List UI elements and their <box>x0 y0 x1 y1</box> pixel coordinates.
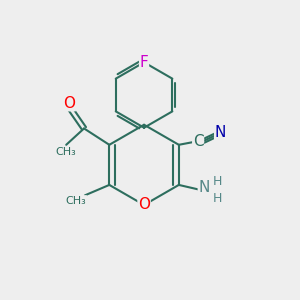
Text: CH₃: CH₃ <box>55 147 76 157</box>
Text: O: O <box>138 197 150 212</box>
Text: N: N <box>198 180 210 195</box>
Text: O: O <box>63 96 75 111</box>
Text: F: F <box>140 55 148 70</box>
Text: N: N <box>215 125 226 140</box>
Text: C: C <box>193 134 203 149</box>
Text: CH₃: CH₃ <box>66 196 86 206</box>
Text: H: H <box>213 176 222 188</box>
Text: H: H <box>213 192 222 205</box>
